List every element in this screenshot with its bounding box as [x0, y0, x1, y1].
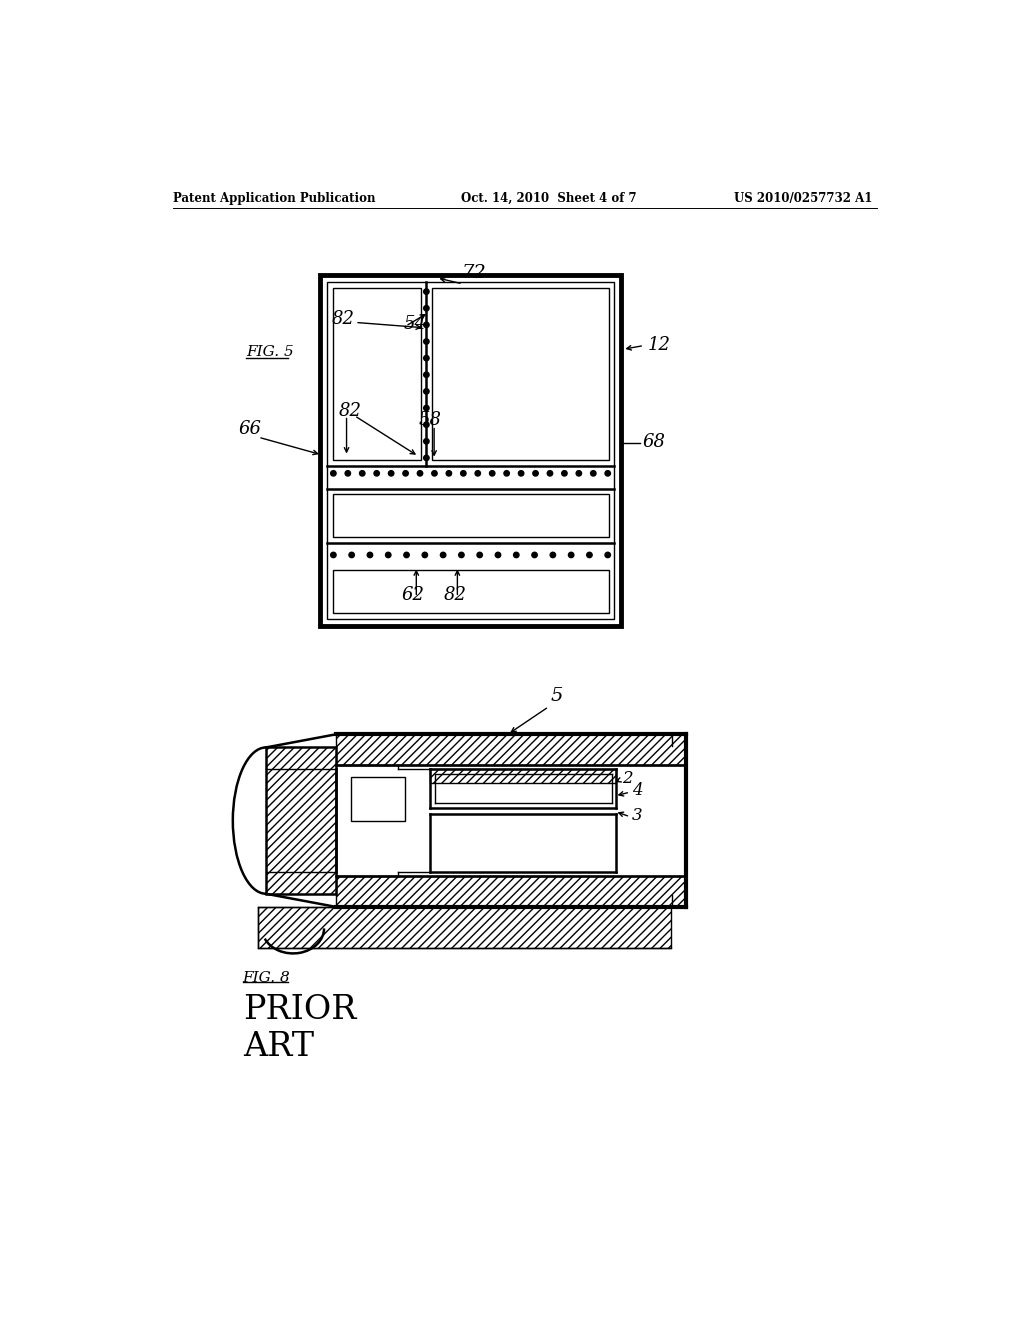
Circle shape	[432, 471, 437, 477]
Text: 54: 54	[403, 315, 426, 333]
Circle shape	[424, 305, 429, 312]
Text: 66: 66	[239, 421, 262, 438]
Circle shape	[424, 289, 429, 294]
Circle shape	[477, 552, 482, 557]
Circle shape	[518, 471, 524, 477]
Circle shape	[424, 422, 429, 428]
Circle shape	[424, 388, 429, 395]
Circle shape	[577, 471, 582, 477]
Circle shape	[331, 471, 336, 477]
Text: 72: 72	[461, 264, 486, 281]
Circle shape	[459, 552, 464, 557]
Text: Oct. 14, 2010  Sheet 4 of 7: Oct. 14, 2010 Sheet 4 of 7	[461, 191, 637, 205]
Bar	[351, 776, 406, 821]
Circle shape	[424, 339, 429, 345]
Circle shape	[547, 471, 553, 477]
Circle shape	[368, 552, 373, 557]
Text: 68: 68	[643, 433, 666, 450]
Text: 12: 12	[647, 335, 671, 354]
Circle shape	[424, 372, 429, 378]
Text: 82: 82	[339, 403, 361, 420]
Circle shape	[359, 471, 365, 477]
Circle shape	[514, 552, 519, 557]
Polygon shape	[430, 770, 616, 783]
Polygon shape	[258, 907, 671, 948]
Text: FIG. 5: FIG. 5	[246, 346, 294, 359]
Text: 5: 5	[550, 688, 563, 705]
Bar	[321, 276, 621, 626]
Text: 2: 2	[623, 770, 633, 787]
Circle shape	[385, 552, 391, 557]
Circle shape	[568, 552, 573, 557]
Text: FIG. 8: FIG. 8	[243, 970, 291, 985]
Circle shape	[424, 355, 429, 360]
Circle shape	[562, 471, 567, 477]
Circle shape	[424, 405, 429, 411]
Text: PRIOR
ART: PRIOR ART	[243, 994, 356, 1063]
Circle shape	[424, 455, 429, 461]
Circle shape	[424, 322, 429, 327]
Polygon shape	[266, 747, 336, 894]
Circle shape	[331, 552, 336, 557]
Circle shape	[374, 471, 380, 477]
Text: Patent Application Publication: Patent Application Publication	[173, 191, 376, 205]
Circle shape	[504, 471, 509, 477]
Circle shape	[532, 471, 539, 477]
Circle shape	[349, 552, 354, 557]
Text: 82: 82	[332, 310, 355, 327]
Circle shape	[418, 471, 423, 477]
Bar	[432, 288, 608, 461]
Polygon shape	[336, 876, 686, 907]
Text: 3: 3	[632, 807, 642, 824]
Circle shape	[591, 471, 596, 477]
Bar	[333, 570, 608, 614]
Circle shape	[461, 471, 466, 477]
Circle shape	[531, 552, 538, 557]
Bar	[333, 494, 608, 537]
Text: 82: 82	[443, 586, 467, 605]
Circle shape	[475, 471, 480, 477]
Text: 4: 4	[632, 781, 642, 799]
Polygon shape	[336, 734, 686, 766]
Circle shape	[440, 552, 445, 557]
Circle shape	[446, 471, 452, 477]
Circle shape	[422, 552, 428, 557]
Circle shape	[402, 471, 409, 477]
Circle shape	[550, 552, 556, 557]
Circle shape	[489, 471, 495, 477]
Bar	[333, 288, 421, 461]
Circle shape	[424, 438, 429, 444]
Circle shape	[587, 552, 592, 557]
Circle shape	[605, 471, 610, 477]
Circle shape	[388, 471, 394, 477]
Circle shape	[403, 552, 410, 557]
Circle shape	[345, 471, 350, 477]
Text: US 2010/0257732 A1: US 2010/0257732 A1	[733, 191, 872, 205]
Bar	[328, 282, 614, 619]
Circle shape	[605, 552, 610, 557]
Text: 58: 58	[419, 412, 441, 429]
Circle shape	[496, 552, 501, 557]
Text: 62: 62	[401, 586, 425, 605]
